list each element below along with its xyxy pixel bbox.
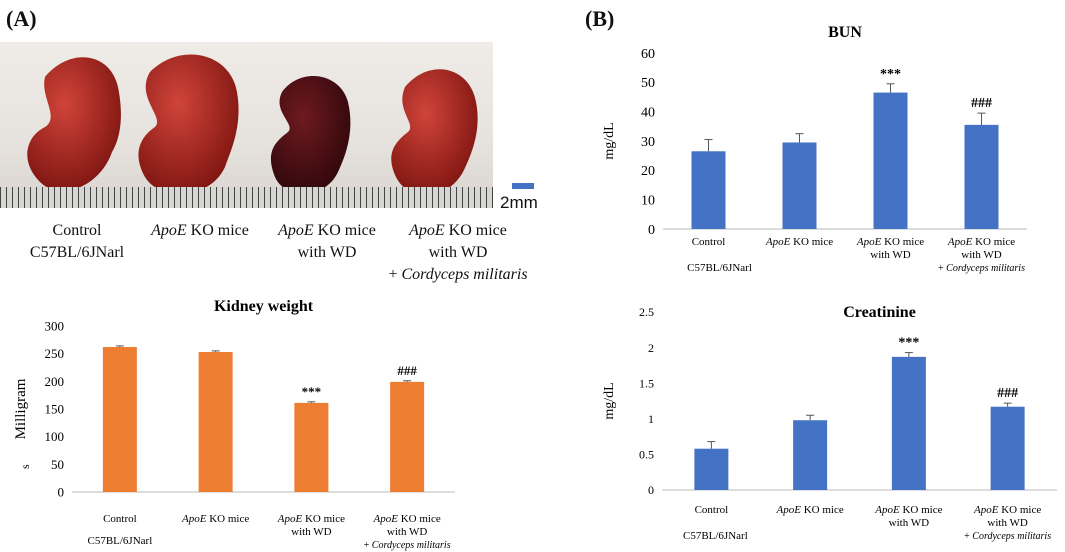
panel-label-a: (A) xyxy=(6,6,37,31)
x-tick-label: ApoE KO mice xyxy=(181,513,249,525)
y-axis-label: mg/dL xyxy=(602,382,617,419)
y-tick-label: 0 xyxy=(648,483,654,497)
bar xyxy=(793,420,828,490)
x-tick-label: with WD xyxy=(870,249,910,261)
photo-caption-apoe-wd-cm: ApoE KO mice with WD + Cordyceps militar… xyxy=(388,222,528,283)
creatinine-chart: Creatinine mg/dL 0 0.5 1 1.5 2 2.5 Control C57BL/… xyxy=(602,304,1057,542)
bar xyxy=(102,347,137,492)
bar xyxy=(990,406,1025,490)
y-tick-label: 60 xyxy=(641,47,655,62)
photo-caption-control: Control C57BL/6JNarl xyxy=(29,222,125,261)
x-tick-label: with WD xyxy=(387,526,427,538)
photo-caption-apoe: ApoE KO mice xyxy=(151,222,249,239)
y-tick-label: 1.5 xyxy=(639,376,654,390)
x-tick-label: with WD xyxy=(961,249,1001,261)
y-tick-label: 0.5 xyxy=(639,448,654,462)
y-axis-label: Milligram xyxy=(13,378,29,439)
bar xyxy=(691,151,726,229)
x-tick-label: C57BL/6JNarl xyxy=(87,535,152,547)
y-tick-label: 250 xyxy=(45,346,65,361)
kidney-weight-chart: Kidney weight Milligram s 0 50 100 150 200 250 30… xyxy=(13,298,455,551)
y-tick-label: 50 xyxy=(51,457,64,472)
y-tick-label: 100 xyxy=(45,429,65,444)
y-tick-label: 150 xyxy=(45,402,65,417)
scale-bar xyxy=(512,183,534,189)
x-tick-label: + Cordyceps militaris xyxy=(364,540,451,551)
x-tick-label: + Cordyceps militaris xyxy=(964,531,1051,542)
y-tick-label: 2 xyxy=(648,341,654,355)
kidney-control xyxy=(27,57,121,191)
bun-chart: BUN mg/dL 0 10 20 30 40 50 60 Control C57BL/6JNarl… xyxy=(602,24,1027,274)
scale-bar-label: 2mm xyxy=(500,193,538,212)
kidney-apoe-wd-cm xyxy=(391,69,478,195)
significance-label: ### xyxy=(997,386,1018,401)
chart-title: Kidney weight xyxy=(214,298,314,315)
x-tick-label: Control xyxy=(695,504,729,516)
bar xyxy=(873,92,908,229)
chart-title: Creatinine xyxy=(843,304,916,321)
significance-label: *** xyxy=(898,336,919,351)
x-tick-label: ApoE KO mice xyxy=(856,236,924,248)
y-tick-label: 10 xyxy=(641,194,655,209)
x-tick-label: ApoE KO mice xyxy=(765,236,833,248)
y-tick-label: 1 xyxy=(648,412,654,426)
y-tick-label: 300 xyxy=(45,319,65,334)
bar xyxy=(891,356,926,490)
x-tick-label: Control xyxy=(103,513,137,525)
x-tick-label: with WD xyxy=(291,526,331,538)
x-tick-label: ApoE KO mice xyxy=(776,504,844,516)
x-tick-label: with WD xyxy=(987,517,1027,529)
y-tick-label: 2.5 xyxy=(639,305,654,319)
ruler xyxy=(0,187,493,208)
chart-title: BUN xyxy=(828,24,862,41)
kidney-apoe xyxy=(138,54,239,194)
bar xyxy=(694,448,729,490)
y-tick-label: 30 xyxy=(641,135,655,150)
significance-label: ### xyxy=(397,363,417,378)
panel-label-b: (B) xyxy=(585,6,615,31)
x-tick-label: ApoE KO mice xyxy=(973,504,1041,516)
significance-label: *** xyxy=(880,67,901,82)
y-tick-label: 40 xyxy=(641,106,655,121)
x-tick-label: with WD xyxy=(889,517,929,529)
y-tick-label: 0 xyxy=(648,223,655,238)
significance-label: *** xyxy=(302,384,322,399)
x-tick-label: ApoE KO mice xyxy=(277,513,345,525)
x-tick-label: ApoE KO mice xyxy=(373,513,441,525)
bar xyxy=(294,402,329,492)
kidney-apoe-wd xyxy=(270,75,351,194)
bar xyxy=(198,352,233,492)
kidney-photo-drawing xyxy=(27,54,478,195)
x-tick-label: C57BL/6JNarl xyxy=(683,530,748,542)
bar xyxy=(782,142,817,229)
y-tick-label: 20 xyxy=(641,164,655,179)
x-tick-label: ApoE KO mice xyxy=(947,236,1015,248)
y-axis-label-suffix: s xyxy=(18,464,32,469)
x-tick-label: Control xyxy=(692,236,726,248)
y-tick-label: 0 xyxy=(58,485,65,500)
x-tick-label: C57BL/6JNarl xyxy=(687,262,752,274)
significance-label: ### xyxy=(971,96,992,111)
x-tick-label: + Cordyceps militaris xyxy=(938,263,1025,274)
bar xyxy=(390,381,425,492)
y-tick-label: 200 xyxy=(45,374,65,389)
kidney-photo xyxy=(0,42,493,208)
bar xyxy=(964,124,999,229)
y-axis-label: mg/dL xyxy=(602,122,617,159)
photo-caption-apoe-wd: ApoE KO mice with WD xyxy=(278,222,376,261)
y-tick-label: 50 xyxy=(641,76,655,91)
x-tick-label: ApoE KO mice xyxy=(874,504,942,516)
